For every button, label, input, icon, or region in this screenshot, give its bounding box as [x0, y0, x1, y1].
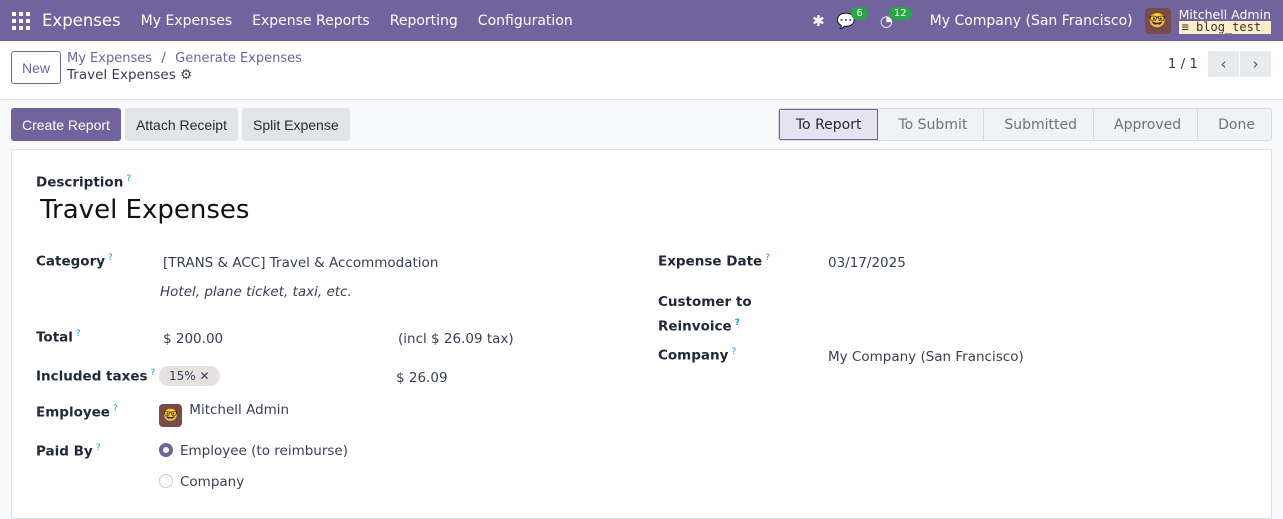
user-avatar[interactable]: 🤓 — [1144, 7, 1171, 34]
description-field[interactable]: Travel Expenses — [40, 194, 250, 225]
radio-checked[interactable] — [159, 443, 173, 457]
help-icon[interactable]: ? — [150, 368, 156, 378]
activities-badge: 12 — [888, 7, 912, 20]
help-icon[interactable]: ? — [126, 174, 132, 184]
paid-by-company-label: Company — [180, 474, 245, 490]
breadcrumb-generate-expenses[interactable]: Generate Expenses — [175, 51, 302, 66]
split-expense-button[interactable]: Split Expense — [242, 108, 350, 141]
breadcrumb-my-expenses[interactable]: My Expenses — [67, 51, 152, 66]
employee-label: Employee — [36, 404, 110, 421]
user-menu[interactable]: Mitchell Admin ≡ blog_test — [1178, 6, 1271, 34]
user-name: Mitchell Admin — [1178, 6, 1271, 22]
top-navbar: Expenses My Expenses Expense Reports Rep… — [0, 0, 1283, 41]
menu-configuration[interactable]: Configuration — [477, 12, 573, 29]
help-icon[interactable]: ? — [108, 253, 113, 263]
apps-menu-icon[interactable] — [12, 11, 30, 30]
messages-badge: 6 — [851, 7, 868, 20]
total-field[interactable]: $ 200.00 — [163, 331, 224, 347]
stage-to-submit[interactable]: To Submit — [878, 109, 985, 140]
paid-by-company-radio[interactable]: Company — [159, 474, 244, 490]
reinvoice-label-line2: Reinvoice — [658, 318, 732, 335]
attach-receipt-button[interactable]: Attach Receipt — [124, 108, 238, 141]
tax-amount: $ 26.09 — [396, 370, 448, 386]
category-label: Category — [36, 253, 106, 270]
new-button[interactable]: New — [11, 51, 62, 84]
create-report-button[interactable]: Create Report — [11, 108, 121, 141]
help-icon[interactable]: ? — [731, 347, 737, 357]
messages-icon[interactable]: 💬 — [836, 11, 856, 30]
reinvoice-label-line1: Customer to — [658, 294, 752, 310]
stage-to-report[interactable]: To Report — [778, 109, 879, 140]
database-icon: ≡ — [1181, 19, 1197, 34]
breadcrumb: My Expenses / Generate Expenses Travel E… — [67, 50, 302, 83]
help-icon[interactable]: ? — [112, 404, 118, 414]
company-switcher[interactable]: My Company (San Francisco) — [929, 12, 1133, 29]
remove-tag-icon[interactable]: ✕ — [199, 369, 210, 383]
radio-unchecked[interactable] — [159, 474, 173, 488]
paid-by-employee-label: Employee (to reimburse) — [180, 443, 349, 459]
total-tax-note: (incl $ 26.09 tax) — [398, 331, 514, 347]
stage-pipeline: To Report To Submit Submitted Approved D… — [777, 108, 1272, 141]
database-name: blog_test — [1196, 19, 1262, 34]
tax-tag: 15% ✕ — [159, 366, 220, 386]
tax-tag-label: 15% — [169, 369, 196, 383]
menu-reporting[interactable]: Reporting — [389, 12, 458, 29]
debug-bug-icon[interactable]: ✱ — [812, 11, 825, 30]
control-panel: New My Expenses / Generate Expenses Trav… — [0, 41, 1283, 100]
paid-by-label: Paid By — [36, 443, 93, 460]
stage-done[interactable]: Done — [1218, 116, 1255, 133]
total-label: Total — [36, 329, 73, 346]
paid-by-employee-radio[interactable]: Employee (to reimburse) — [159, 443, 348, 459]
stage-approved[interactable]: Approved — [1094, 109, 1199, 140]
status-bar: Create Report Attach Receipt Split Expen… — [0, 100, 1283, 149]
app-brand[interactable]: Expenses — [42, 11, 121, 30]
included-taxes-label: Included taxes — [36, 368, 148, 385]
menu-expense-reports[interactable]: Expense Reports — [252, 12, 370, 29]
employee-field[interactable]: Mitchell Admin — [189, 402, 290, 418]
menu-my-expenses[interactable]: My Expenses — [140, 12, 233, 29]
pager-previous-icon[interactable]: ‹ — [1208, 51, 1240, 77]
help-icon[interactable]: ? — [734, 318, 740, 328]
help-icon[interactable]: ? — [95, 443, 101, 453]
employee-avatar: 🤓 — [159, 403, 182, 427]
description-label: Description — [36, 174, 124, 191]
pager-next-icon[interactable]: › — [1240, 51, 1272, 77]
company-field[interactable]: My Company (San Francisco) — [828, 349, 1024, 365]
pager-value[interactable]: 1 / 1 — [1167, 56, 1198, 72]
help-icon[interactable]: ? — [765, 253, 770, 263]
breadcrumb-current: Travel Expenses — [67, 67, 176, 83]
company-label: Company — [658, 347, 729, 364]
help-icon[interactable]: ? — [75, 329, 81, 339]
expense-date-field[interactable]: 03/17/2025 — [828, 255, 906, 271]
stage-submitted[interactable]: Submitted — [984, 109, 1094, 140]
gear-icon[interactable]: ⚙ — [180, 67, 193, 83]
category-field[interactable]: [TRANS & ACC] Travel & Accommodation — [163, 255, 439, 271]
form-sheet: Description? Travel Expenses Category? [… — [11, 149, 1272, 519]
category-note: Hotel, plane ticket, taxi, etc. — [160, 284, 352, 300]
expense-date-label: Expense Date — [658, 253, 763, 270]
